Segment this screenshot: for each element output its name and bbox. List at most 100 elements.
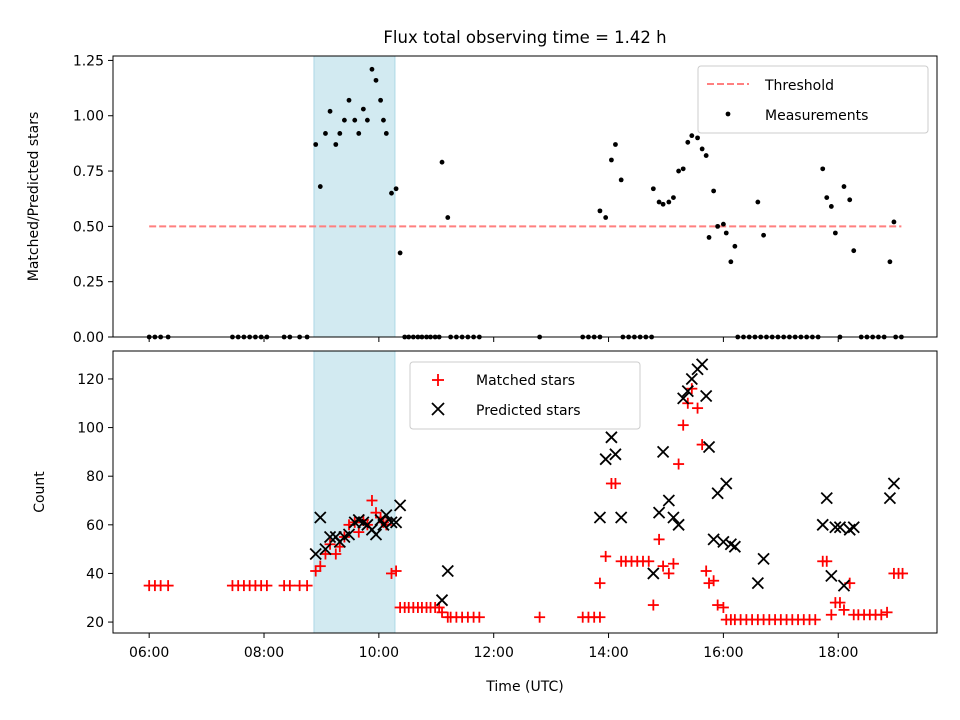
measurement-point [703, 153, 709, 158]
matched-star-point [261, 580, 273, 592]
bottom-panel: 20 40 60 80 100 120 06:00 08:00 10:00 12:00 14:00 1… [32, 350, 938, 695]
measurement-point [699, 146, 705, 152]
predicted-star-point [309, 547, 322, 561]
axes-frame [112, 350, 938, 634]
matched-star-point [353, 526, 365, 538]
matched-star-point [310, 565, 322, 577]
matched-star-point [875, 609, 887, 621]
matched-star-point [663, 567, 675, 579]
predicted-star-point [837, 579, 851, 592]
measurement-point [360, 106, 366, 112]
legend-matched-label: Matched stars [476, 373, 575, 389]
predicted-star-point [685, 372, 698, 386]
matched-star-point [390, 565, 402, 577]
matched-star-point [809, 614, 821, 626]
predicted-star-point [609, 448, 622, 461]
predicted-star-point [380, 508, 393, 522]
measurement-point [323, 131, 328, 136]
top-legend-frame [697, 65, 929, 134]
y-tick-label: 40 [86, 566, 104, 582]
predicted-star-point [667, 511, 680, 524]
bottom-y-axis-label: Count [32, 471, 48, 513]
measurement-point [671, 195, 676, 201]
predicted-star-point [656, 445, 670, 459]
measurement-point [597, 208, 603, 214]
measurement-point [381, 117, 386, 123]
matched-star-point [653, 533, 665, 545]
y-tick-label: 0.00 [73, 330, 104, 346]
measurement-point [847, 197, 853, 203]
matched-star-point [686, 383, 698, 395]
measurement-point [346, 97, 352, 103]
predicted-star-point [593, 511, 607, 524]
matched-star-point [821, 555, 833, 567]
matched-star-point [717, 601, 729, 613]
matched-star-point [673, 458, 685, 470]
measurement-point [828, 204, 834, 209]
measurement-point [761, 232, 766, 238]
predicted-star-point [342, 528, 356, 541]
matched-star-point [825, 609, 837, 621]
y-tick-label: 0.75 [73, 164, 104, 180]
matched-star-point [643, 555, 655, 567]
measurement-point [689, 133, 695, 139]
measurement-point [369, 66, 375, 72]
predicted-star-point [672, 518, 685, 531]
observing-window-span [313, 350, 396, 634]
measurement-point [445, 215, 451, 220]
legend-predicted-swatch [431, 402, 445, 416]
predicted-star-point [435, 594, 449, 607]
count-points-layer [143, 358, 909, 626]
measurement-point [680, 166, 686, 172]
chart-title: Flux total observing time = 1.42 h [383, 28, 666, 47]
measurement-point [891, 219, 897, 225]
bottom-axes-layer: 20 40 60 80 100 120 06:00 08:00 10:00 12:00 14:00 1… [77, 350, 938, 661]
x-tick-label: 18:00 [818, 645, 858, 661]
predicted-star-point [833, 521, 847, 534]
legend-predicted-label: Predicted stars [476, 403, 581, 419]
top-axes-layer: 0.00 0.25 0.50 0.75 1.00 1.25 [73, 53, 938, 346]
predicted-star-point [847, 521, 860, 534]
measurement-point [650, 186, 656, 192]
measurement-point [755, 199, 761, 205]
predicted-star-point [652, 506, 666, 519]
measurement-point [364, 117, 370, 123]
predicted-star-point [696, 358, 709, 371]
predicted-star-point [441, 564, 454, 578]
matched-star-point [436, 606, 448, 618]
measurement-point [342, 117, 347, 123]
matched-star-point [534, 611, 546, 623]
matched-star-point [301, 580, 313, 592]
matched-star-point [385, 567, 397, 579]
matched-star-point [692, 402, 704, 414]
measurement-point [660, 201, 666, 207]
measurement-point [715, 223, 721, 229]
matched-star-point [677, 419, 689, 431]
bottom-legend-frame [409, 361, 641, 430]
predicted-star-point [717, 535, 730, 548]
measurement-point [373, 77, 379, 83]
matched-star-point [838, 604, 850, 616]
measurement-point [720, 221, 726, 227]
measurement-point [393, 186, 399, 192]
measurement-point [887, 259, 893, 265]
predicted-star-point [599, 453, 612, 466]
legend-measurement-swatch [725, 111, 731, 117]
predicted-star-point [393, 499, 407, 512]
matched-star-point [594, 611, 606, 623]
predicted-star-point [757, 552, 770, 565]
measurement-point [732, 243, 738, 249]
measurement-point [327, 108, 333, 114]
y-tick-label: 20 [86, 615, 104, 631]
measurement-point [706, 235, 712, 240]
predicted-star-point [314, 511, 327, 524]
predicted-star-point [677, 392, 690, 405]
predicted-star-point [615, 511, 628, 524]
matched-star-point [703, 577, 715, 589]
measurement-point [723, 230, 729, 236]
predicted-star-point [720, 477, 733, 490]
measurement-point [656, 199, 662, 205]
y-tick-label: 120 [77, 372, 104, 388]
predicted-star-point [662, 494, 675, 507]
matched-star-point [366, 495, 378, 507]
